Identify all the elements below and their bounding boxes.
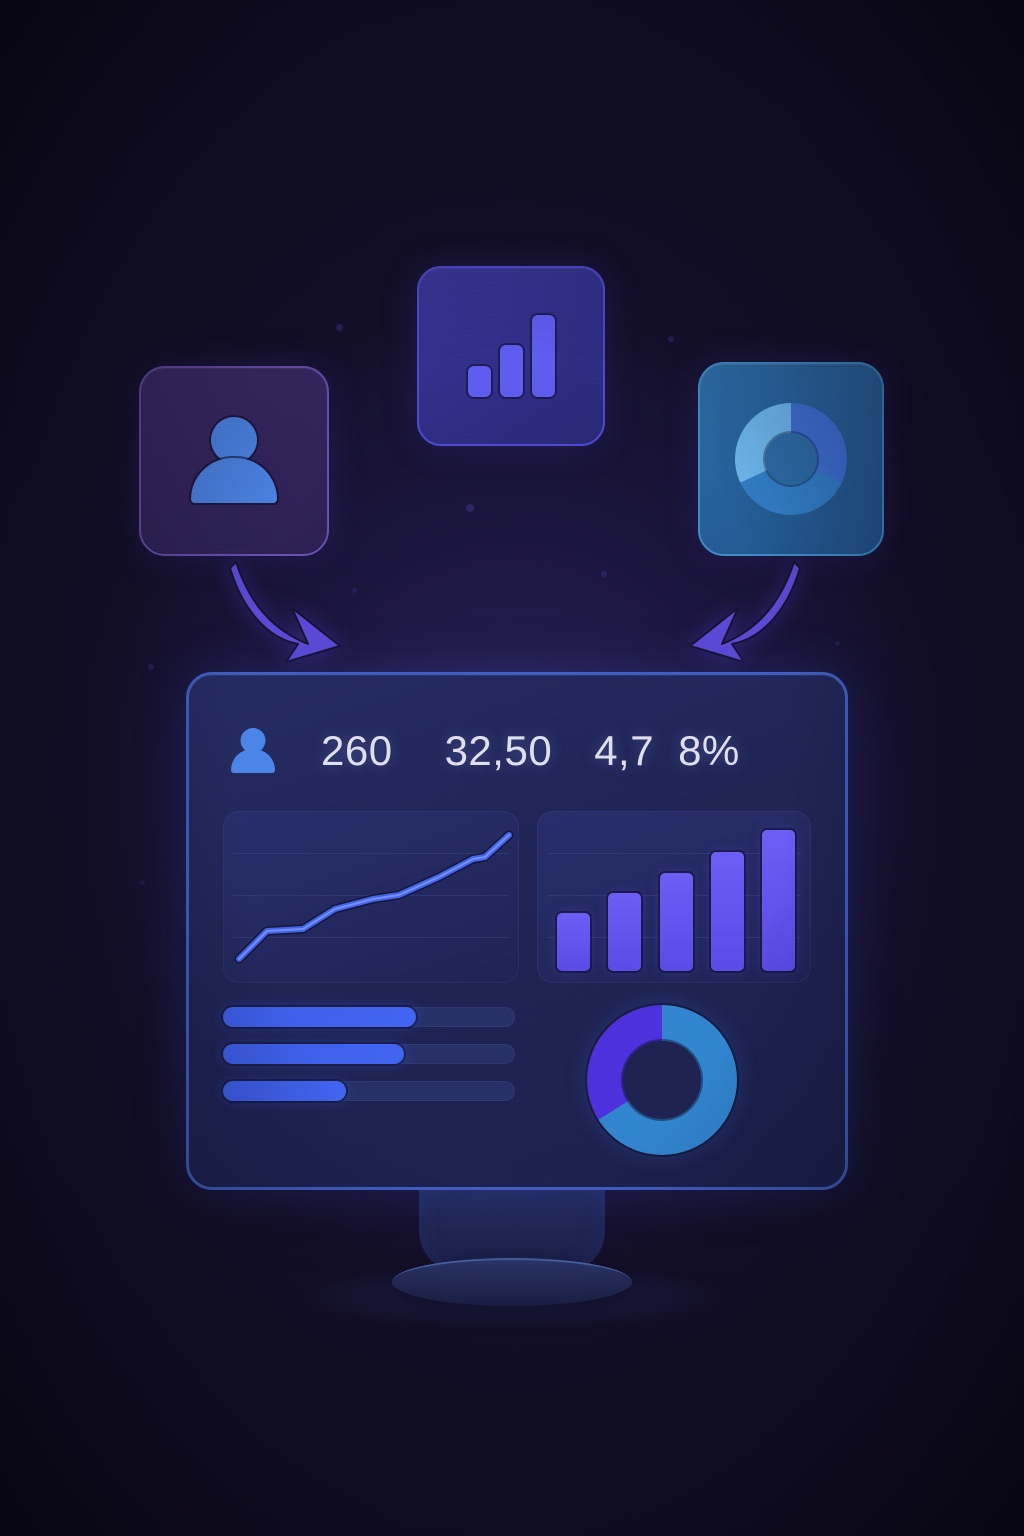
bar-chart-bars	[557, 829, 795, 971]
source-tile-donut-chart[interactable]	[698, 362, 884, 556]
progress-row[interactable]	[223, 1081, 515, 1101]
bar-chart-bar	[710, 851, 744, 971]
particle-dot	[336, 324, 343, 331]
source-tile-user[interactable]	[139, 366, 329, 556]
source-tile-bar-chart[interactable]	[417, 266, 605, 446]
stat-value-rating: 4,7	[594, 727, 655, 774]
progress-list	[223, 1007, 515, 1118]
person-icon	[231, 728, 275, 774]
person-icon-body	[231, 749, 275, 773]
stats-row: 260 32,50 4,7 8%	[231, 723, 809, 779]
stat-value-users: 260	[321, 727, 393, 774]
particle-dot	[140, 880, 145, 885]
donut-chart-hole	[623, 1041, 701, 1119]
bar-chart-icon	[467, 315, 555, 397]
particle-dot	[466, 504, 474, 512]
bar-chart-icon-bar	[531, 315, 555, 397]
progress-row[interactable]	[223, 1044, 515, 1064]
particle-dot	[668, 336, 674, 342]
donut-chart-icon	[735, 403, 847, 515]
particle-dot	[835, 641, 840, 646]
progress-fill	[223, 1007, 416, 1027]
flow-arrow-right-icon	[689, 561, 801, 663]
monitor-screen: 260 32,50 4,7 8%	[186, 672, 848, 1190]
line-chart-svg	[234, 830, 514, 964]
person-icon	[188, 415, 280, 507]
bar-chart-bar	[557, 912, 590, 971]
particle-dot	[148, 664, 154, 670]
stat-value-growth: 8%	[678, 727, 740, 774]
progress-fill	[223, 1081, 346, 1101]
donut-chart[interactable]	[587, 1005, 737, 1155]
progress-row[interactable]	[223, 1007, 515, 1027]
bar-chart-bar	[608, 892, 642, 971]
person-icon-body	[191, 458, 277, 503]
bar-chart-panel[interactable]	[537, 811, 811, 983]
particle-dot	[352, 588, 357, 593]
progress-fill	[223, 1044, 405, 1064]
bar-chart-icon-bar	[467, 365, 491, 397]
bar-chart-bar	[762, 830, 795, 971]
person-icon-head	[211, 417, 257, 463]
donut-chart-icon-hole	[765, 433, 817, 485]
line-chart-panel[interactable]	[223, 811, 519, 983]
monitor-stand-base	[392, 1258, 632, 1306]
stat-value-revenue: 32,50	[444, 727, 553, 774]
bar-chart-icon-bar	[499, 344, 523, 397]
flow-arrow-left-icon	[229, 561, 341, 663]
bar-chart-bar	[659, 873, 693, 971]
particle-dot	[601, 571, 607, 577]
